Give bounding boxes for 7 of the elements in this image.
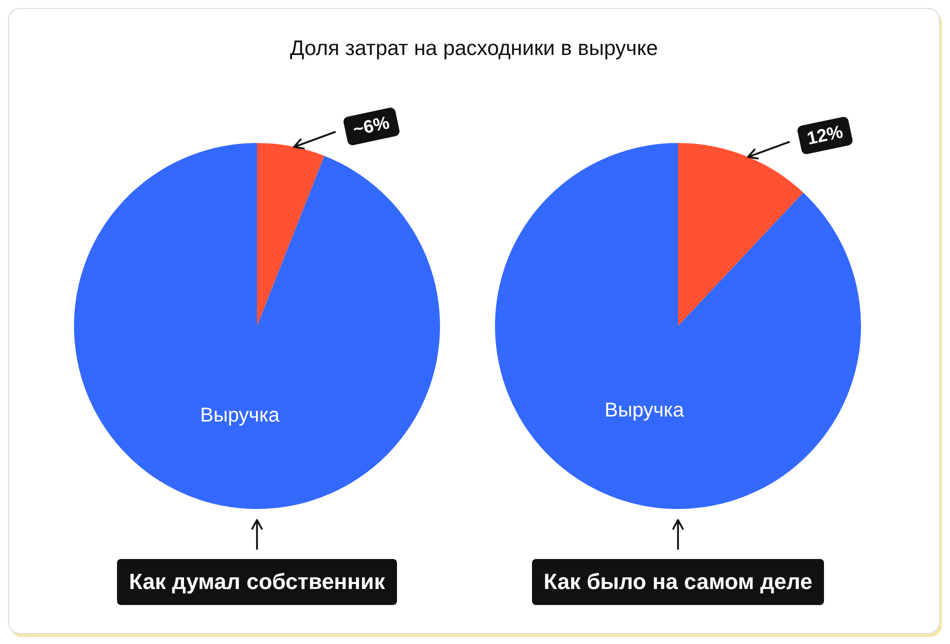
text: Как было на самом деле <box>532 559 824 605</box>
chart-title: Доля затрат на расходники в выручке <box>290 37 658 60</box>
text: Как думал собственник <box>116 559 398 605</box>
slice-label: Выручка <box>200 404 280 426</box>
data-label: 12% <box>796 116 854 156</box>
data-label: ~6% <box>342 106 400 146</box>
slice-label: Выручка <box>604 400 685 422</box>
